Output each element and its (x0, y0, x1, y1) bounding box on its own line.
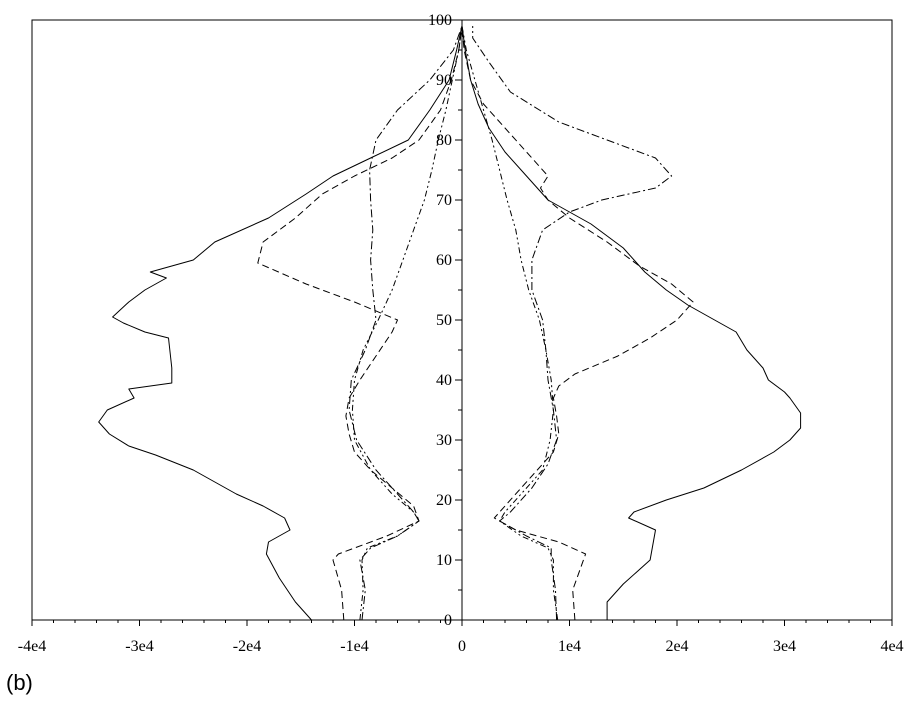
figure-caption: (b) (6, 670, 33, 695)
series-dash-dot-right-line (472, 26, 673, 621)
x-tick-label: 0 (458, 638, 466, 655)
x-axis: -4e4 -3e4 -2e4 -1e4 0 1e4 2e4 3e4 4e4 (18, 620, 904, 655)
series-layer (98, 25, 802, 621)
x-tick-label: -2e4 (233, 638, 261, 655)
series-dash-dot-dot-left-line (351, 25, 463, 621)
y-tick-label: 50 (436, 312, 452, 329)
y-tick-label: 80 (436, 132, 452, 149)
x-tick-label: -3e4 (125, 638, 153, 655)
x-tick-label: -1e4 (340, 638, 368, 655)
series-dash-dot-dot-right-line (461, 25, 559, 621)
y-tick-label: 30 (436, 432, 452, 449)
x-tick-label: 4e4 (880, 638, 903, 655)
x-tick-label: 2e4 (665, 638, 688, 655)
series-dashed-right-line (461, 25, 694, 621)
y-tick-label: 20 (436, 492, 452, 509)
y-tick-label: 10 (436, 552, 452, 569)
y-tick-label: 70 (436, 192, 452, 209)
series-solid-right-line (461, 25, 802, 620)
x-tick-label: 1e4 (558, 638, 581, 655)
x-tick-label: 3e4 (773, 638, 796, 655)
y-axis: 0 10 20 30 40 50 60 70 80 90 100 (428, 12, 463, 629)
series-dashed-left-line (257, 25, 463, 621)
y-tick-label: 40 (436, 372, 452, 389)
y-tick-label: 0 (444, 612, 452, 629)
series-solid-left-line (98, 25, 463, 621)
y-tick-label: 90 (436, 72, 452, 89)
y-tick-label: 100 (428, 12, 452, 29)
x-tick-label: -4e4 (18, 638, 46, 655)
y-tick-label: 60 (436, 252, 452, 269)
